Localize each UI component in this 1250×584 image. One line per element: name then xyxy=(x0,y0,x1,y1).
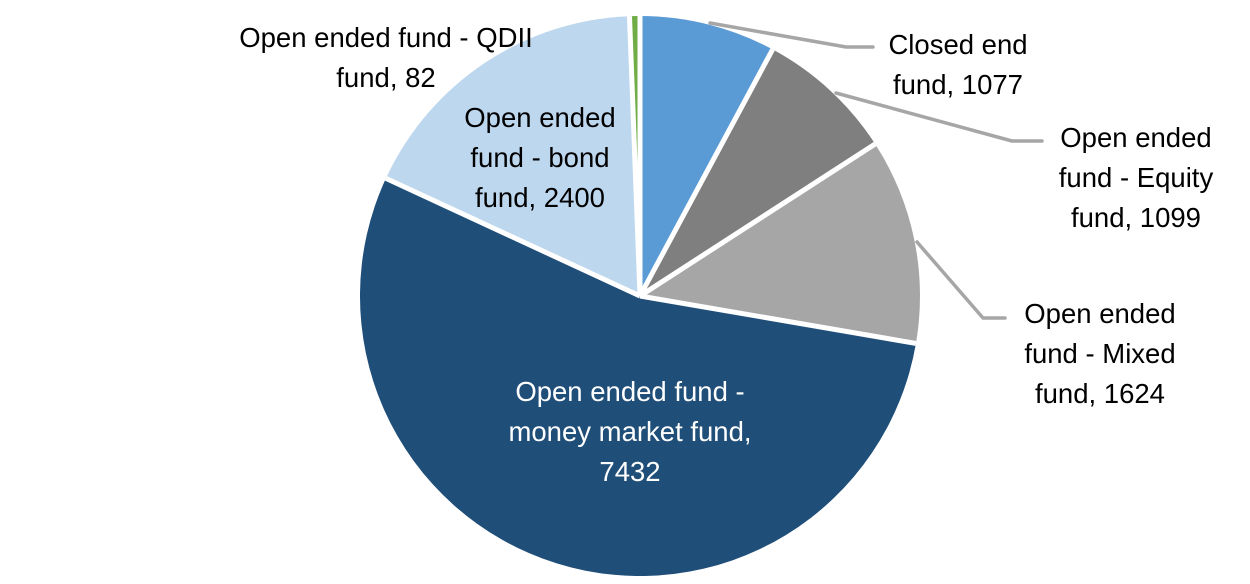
label-bond-fund: Open ended fund - bond fund, 2400 xyxy=(440,98,640,218)
label-line: fund, 1077 xyxy=(893,69,1023,100)
leader-line-closed-end-fund xyxy=(708,21,875,49)
label-closed-end-fund: Closed end fund, 1077 xyxy=(852,25,1064,105)
slice-separator-line xyxy=(638,141,877,299)
label-line: fund - bond xyxy=(470,142,610,173)
label-qdii-fund: Open ended fund - QDII fund, 82 xyxy=(205,18,567,98)
leader-line-equity-fund xyxy=(834,91,1044,143)
leader-line-mixed-fund xyxy=(915,240,1007,320)
label-line: 7432 xyxy=(599,456,661,487)
label-line: Open ended xyxy=(1060,122,1212,153)
label-line: fund, 82 xyxy=(336,62,436,93)
slice-separator-line xyxy=(637,48,775,298)
pie-slices xyxy=(359,16,920,577)
label-line: money market fund, xyxy=(508,416,752,447)
label-line: Open ended fund - xyxy=(515,376,745,407)
pie-slice-closed-end-fund xyxy=(640,16,773,296)
slice-separator-line xyxy=(639,293,917,346)
label-line: fund - Mixed xyxy=(1024,338,1176,369)
pie-slice-open-ended-fund-bond-fund xyxy=(385,16,640,296)
label-line: fund, 2400 xyxy=(475,182,605,213)
leader-lines xyxy=(708,21,1044,320)
label-money-market-fund: Open ended fund - money market fund, 743… xyxy=(442,372,818,492)
label-line: fund, 1624 xyxy=(1035,378,1165,409)
label-line: fund - Equity xyxy=(1058,162,1214,193)
slice-separator-line xyxy=(626,16,643,297)
label-equity-fund: Open ended fund - Equity fund, 1099 xyxy=(1036,118,1236,238)
slice-separators xyxy=(384,16,917,346)
label-line: Open ended fund - QDII xyxy=(239,22,533,53)
label-mixed-fund: Open ended fund - Mixed fund, 1624 xyxy=(1000,294,1200,414)
label-line: Closed end xyxy=(888,29,1028,60)
label-line: Open ended xyxy=(1024,298,1176,329)
pie-slice-open-ended-fund-equity-fund xyxy=(640,49,876,297)
pie-slice-open-ended-fund-mixed-fund xyxy=(640,144,920,344)
label-line: fund, 1099 xyxy=(1071,202,1201,233)
label-line: Open ended xyxy=(464,102,616,133)
slice-separator-line xyxy=(384,176,642,299)
pie-slice-open-ended-fund-money-market-fund xyxy=(359,178,916,577)
